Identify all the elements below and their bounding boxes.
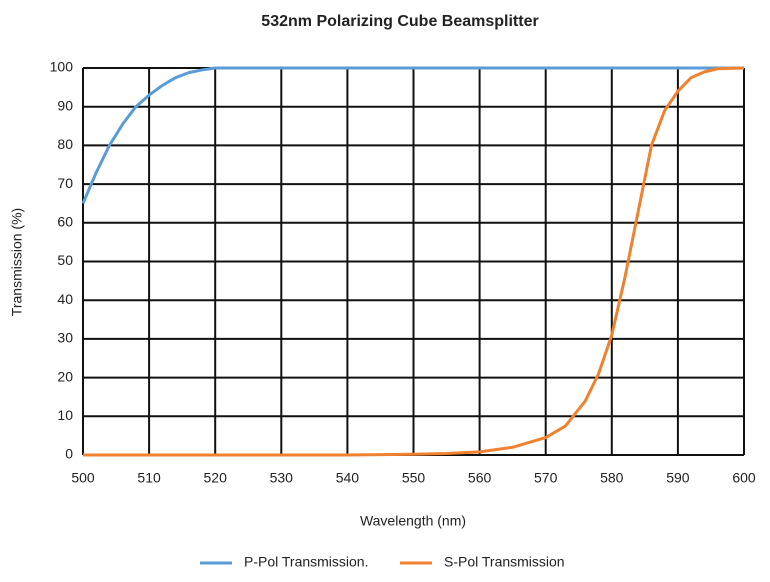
y-tick-label: 90 (57, 97, 73, 113)
x-tick-label: 540 (336, 470, 360, 486)
x-tick-label: 520 (204, 470, 228, 486)
y-tick-label: 80 (57, 136, 73, 152)
x-tick-label: 600 (732, 470, 756, 486)
legend-label: P-Pol Transmission. (244, 554, 368, 570)
y-tick-label: 40 (57, 291, 73, 307)
x-tick-label: 530 (270, 470, 294, 486)
y-tick-label: 50 (57, 252, 73, 268)
y-tick-label: 10 (57, 407, 73, 423)
x-axis-label: Wavelength (nm) (360, 513, 466, 529)
data-line (83, 66, 745, 457)
y-tick-label: 100 (50, 59, 74, 75)
y-tick-label: 70 (57, 175, 73, 191)
x-tick-label: 590 (666, 470, 690, 486)
y-tick-label: 30 (57, 330, 73, 346)
y-tick-label: 20 (57, 368, 73, 384)
y-tick-label: 60 (57, 214, 73, 230)
chart-title: 532nm Polarizing Cube Beamsplitter (261, 13, 538, 30)
x-tick-label: 550 (402, 470, 426, 486)
x-tick-label: 570 (534, 470, 558, 486)
x-tick-label: 580 (600, 470, 624, 486)
data-line (81, 66, 744, 205)
legend-label: S-Pol Transmission (444, 554, 565, 570)
x-tick-label: 560 (468, 470, 492, 486)
y-axis-label: Transmission (%) (9, 208, 25, 316)
x-tick-label: 510 (137, 470, 161, 486)
y-tick-label: 0 (65, 446, 73, 462)
x-tick-label: 500 (71, 470, 95, 486)
